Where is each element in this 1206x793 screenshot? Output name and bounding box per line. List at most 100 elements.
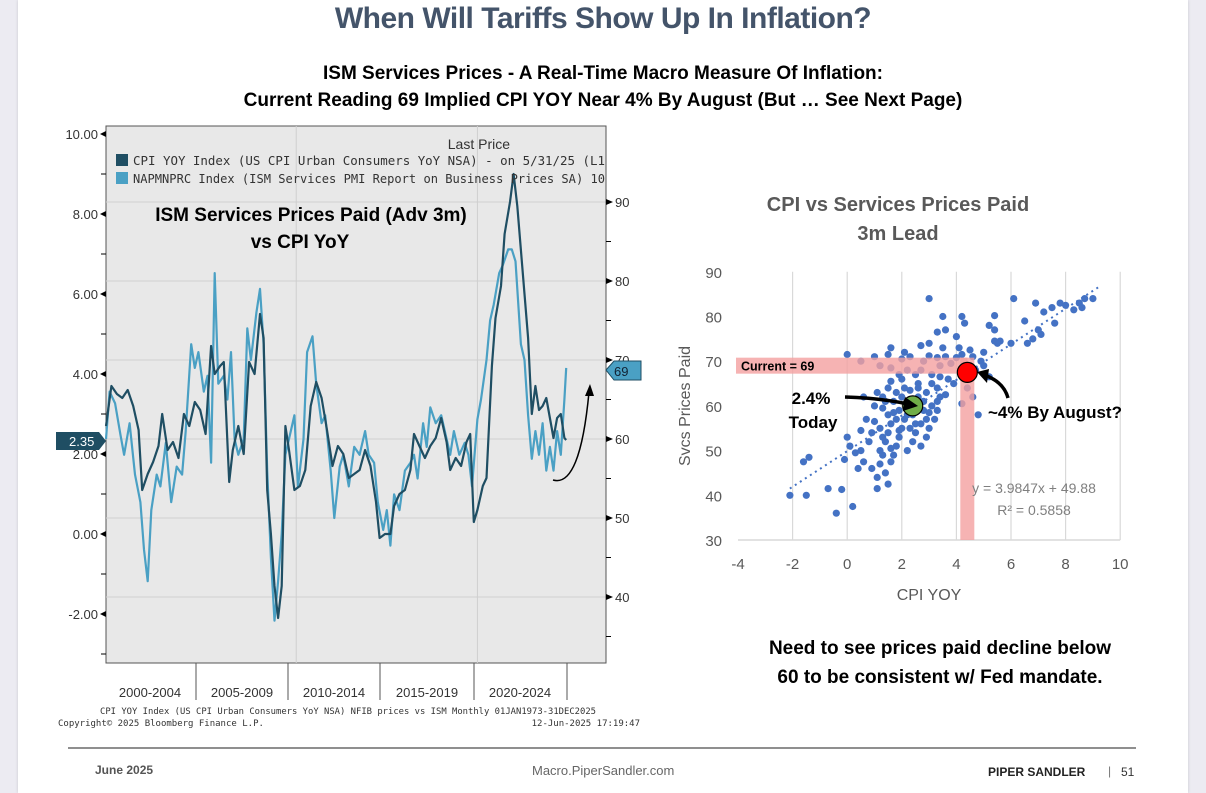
sc-point (799, 458, 808, 466)
sc-point (925, 409, 933, 417)
sc-y-label: Svcs Prices Paid (677, 346, 694, 466)
sc-point (906, 386, 914, 394)
page-subtitle: ISM Services Prices - A Real-Time Macro … (0, 60, 1206, 114)
sc-point (936, 373, 944, 381)
sc-point (966, 346, 974, 354)
ts-left-tick (100, 611, 106, 617)
sc-point (961, 319, 969, 327)
sc-point (1089, 295, 1097, 303)
footer-page-number: 51 (1121, 765, 1135, 779)
sc-point (843, 433, 851, 441)
sc-point (892, 388, 900, 397)
sc-point (922, 388, 931, 397)
sc-y-tick-label: 70 (705, 354, 722, 371)
ts-x-tick-label: 2010-2014 (303, 685, 365, 700)
sc-august-point (956, 361, 978, 383)
sc-x-tick-label: -2 (786, 556, 799, 573)
sc-point (884, 350, 892, 359)
sc-point (898, 375, 906, 383)
ts-legend-cpi: CPI YOY Index (US CPI Urban Consumers Yo… (133, 153, 605, 168)
ts-left-tick (100, 371, 106, 377)
sc-point (1032, 299, 1040, 307)
sc-point (887, 458, 895, 466)
ts-left-tick (100, 291, 106, 297)
sc-today-label-text: Today (789, 413, 838, 432)
sc-point (950, 380, 958, 388)
sc-point (887, 444, 895, 452)
sc-point (890, 451, 898, 459)
ts-legend: Last Price CPI YOY Index (US CPI Urban C… (116, 136, 605, 186)
ts-series-cpi-line (104, 172, 568, 620)
sc-annotations: Current = 69 2.4% Today ~4% By August? (741, 360, 1122, 432)
footer-brand: PIPER SANDLER (988, 765, 1086, 779)
sc-point (955, 344, 963, 352)
sc-point (868, 429, 876, 437)
sc-point (887, 377, 895, 385)
sc-point (892, 442, 900, 450)
ts-x-axis: 2000-2004 2005-2009 2010-2014 2015-2019 2020… (119, 663, 568, 700)
ts-left-tick-label: 8.00 (73, 207, 98, 222)
ts-x-tick-label: 2020-2024 (489, 685, 551, 700)
sc-point (1037, 330, 1045, 338)
footer-divider (68, 747, 1136, 749)
sc-point (884, 411, 892, 419)
sc-point (958, 350, 966, 359)
sc-x-tick-label: 10 (1112, 556, 1129, 573)
sc-point (1040, 308, 1048, 316)
sc-point (985, 321, 993, 329)
ts-left-tick-label: -2.00 (68, 607, 98, 622)
sc-point (876, 424, 884, 432)
sc-point (922, 433, 931, 441)
ts-left-axis: 10.00 8.00 6.00 4.00 2.00 0.00 -2.00 (65, 127, 106, 655)
footer-url: Macro.PiperSandler.com (532, 763, 675, 778)
sc-point (1010, 295, 1018, 303)
ts-left-tick-label: 10.00 (65, 127, 98, 142)
sc-point (911, 420, 920, 428)
ts-chart-subtitle: vs CPI YoY (251, 232, 350, 253)
sc-y-tick-label: 30 (705, 533, 722, 550)
sc-current-band-horizontal (736, 357, 968, 374)
sc-today-arrow (844, 395, 909, 406)
sc-point (868, 464, 876, 473)
ts-left-tick (100, 131, 106, 137)
ts-right-tick (606, 594, 613, 600)
ts-left-tick-label: 2.00 (73, 447, 98, 462)
sc-point (933, 406, 941, 414)
sc-point (958, 312, 966, 321)
sc-point (876, 447, 884, 455)
sc-point (1056, 299, 1064, 307)
ts-gridlines (106, 126, 606, 663)
page-title: When Will Tariffs Show Up In Inflation? (334, 2, 872, 35)
sc-point (941, 391, 950, 399)
ts-footnote-source: CPI YOY Index (US CPI Urban Consumers Yo… (100, 707, 596, 717)
sc-y-tick-label: 80 (705, 310, 722, 327)
sc-point (870, 417, 879, 426)
sc-point (805, 453, 813, 461)
sc-x-tick-label: 4 (952, 556, 960, 573)
sc-point (838, 485, 846, 494)
sc-point (1051, 319, 1059, 327)
sc-y-tick-label: 40 (705, 488, 722, 505)
sc-x-tick-label: 8 (1061, 556, 1069, 573)
sc-point (876, 460, 884, 468)
ts-legend-header: Last Price (448, 136, 510, 152)
sc-point (865, 438, 873, 446)
sc-point (939, 344, 947, 352)
sc-x-tick-label: -4 (731, 556, 744, 573)
sc-point (925, 339, 933, 347)
sc-trend-equation: y = 3.9847x + 49.88 (972, 480, 1096, 496)
ts-right-tick (606, 357, 613, 363)
sc-point (909, 438, 917, 446)
sc-point (996, 337, 1004, 345)
sc-point (851, 449, 860, 457)
ts-right-tick (606, 515, 613, 521)
sc-point (786, 491, 794, 499)
sc-highlight-bands (736, 357, 975, 540)
ts-legend-swatch-cpi (116, 154, 128, 166)
sc-point (933, 328, 941, 336)
sc-point (911, 429, 920, 437)
ts-footnote-copyright: Copyright© 2025 Bloomberg Finance L.P. (58, 719, 264, 729)
ts-right-tick-label: 60 (615, 432, 629, 447)
ts-footnote-timestamp: 12-Jun-2025 17:19:47 (532, 719, 640, 729)
sc-point (917, 420, 925, 428)
